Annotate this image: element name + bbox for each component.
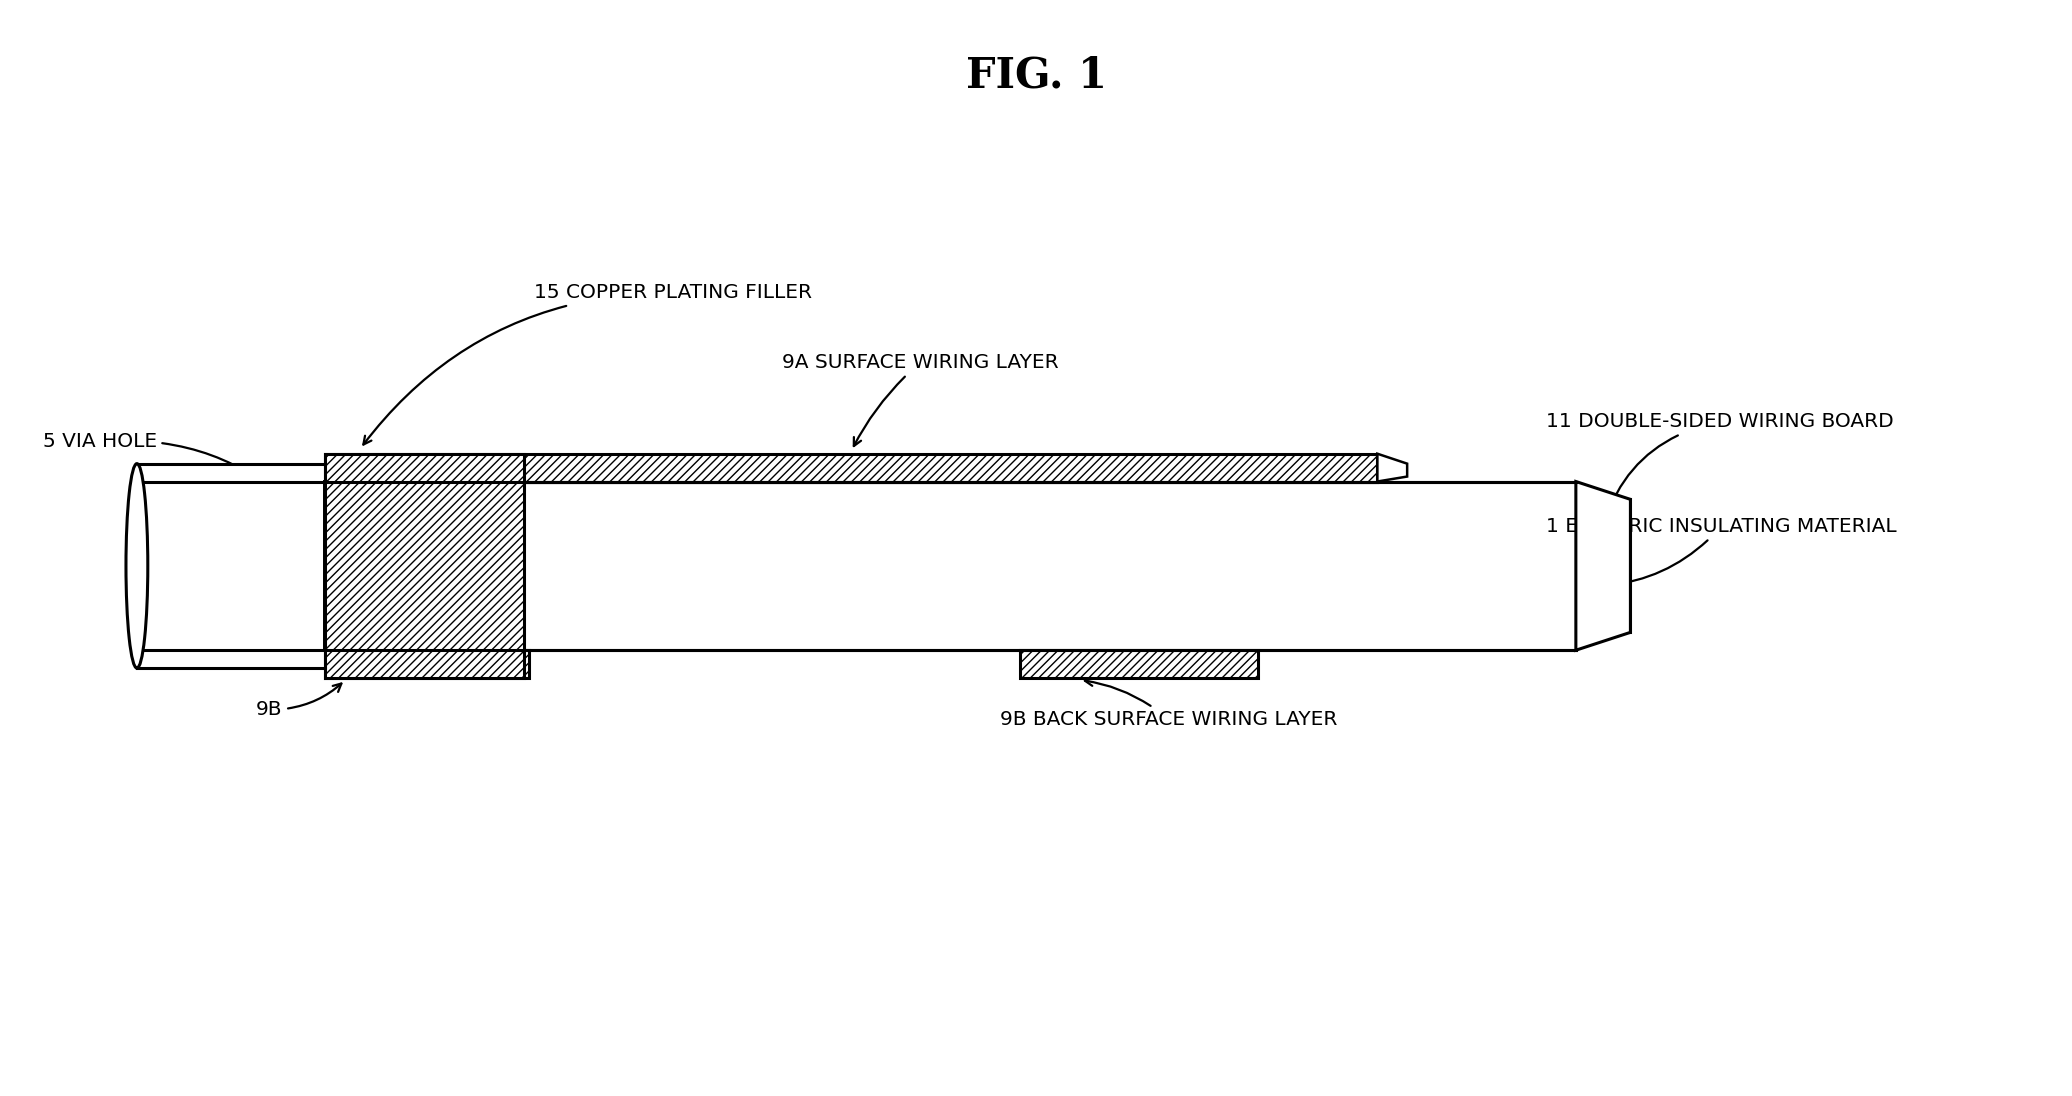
Bar (325, 650, 528, 678)
Text: 9B BACK SURFACE WIRING LAYER: 9B BACK SURFACE WIRING LAYER (1001, 677, 1339, 729)
Polygon shape (1577, 481, 1631, 650)
Text: 9A SURFACE WIRING LAYER: 9A SURFACE WIRING LAYER (781, 353, 1059, 446)
Text: FIG. 1: FIG. 1 (966, 55, 1106, 96)
Bar (126, 459, 1585, 673)
Bar (1019, 650, 1258, 678)
Text: 11 DOUBLE-SIDED WIRING BOARD: 11 DOUBLE-SIDED WIRING BOARD (1546, 412, 1894, 522)
Bar (137, 464, 325, 669)
Text: 5 VIA HOLE: 5 VIA HOLE (44, 432, 327, 551)
Ellipse shape (126, 464, 147, 669)
Bar (325, 481, 1577, 650)
Text: 1 ELECTRIC INSULATING MATERIAL: 1 ELECTRIC INSULATING MATERIAL (1546, 516, 1896, 589)
Bar (325, 454, 1378, 481)
Text: 9B: 9B (257, 684, 342, 719)
Text: 15 COPPER PLATING FILLER: 15 COPPER PLATING FILLER (363, 284, 812, 445)
Bar (325, 454, 524, 678)
Polygon shape (1378, 454, 1407, 481)
